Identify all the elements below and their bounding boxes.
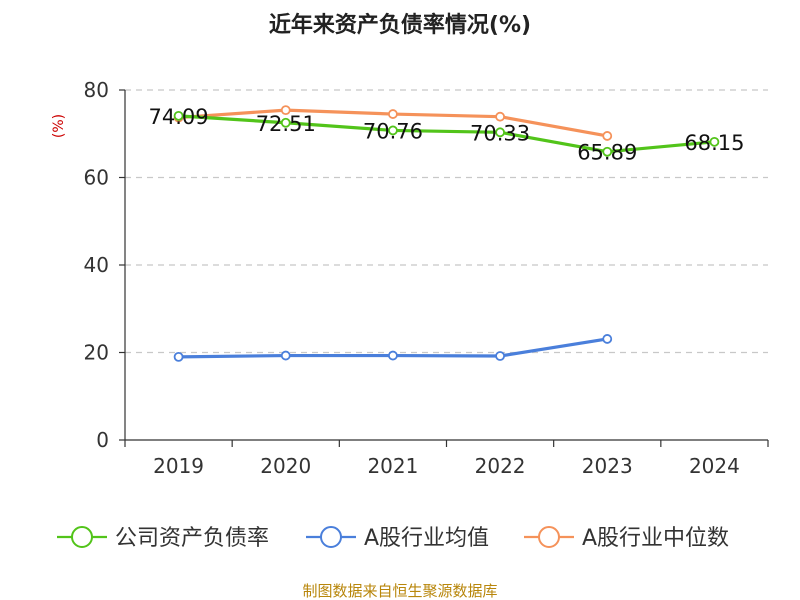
data-label: 72.51 [256, 112, 316, 136]
x-tick-label: 2024 [689, 454, 740, 478]
data-point [602, 146, 613, 157]
data-point [388, 350, 398, 361]
y-tick-label: 20 [84, 341, 109, 365]
x-tick-label: 2019 [153, 454, 204, 478]
series-line [176, 114, 717, 154]
x-tick-label: 2022 [475, 454, 526, 478]
data-point [173, 351, 184, 362]
data-point [602, 334, 613, 344]
data-point [709, 136, 720, 147]
x-tick-label: 2023 [582, 454, 633, 478]
series-lines [173, 105, 720, 362]
data-point [602, 131, 613, 141]
source-note: 制图数据来自恒生聚源数据库 [302, 582, 497, 600]
y-tick-label: 40 [84, 253, 109, 277]
legend-marker [71, 526, 93, 548]
data-point [388, 125, 398, 136]
chart-title: 近年来资产负债率情况(%) [269, 12, 531, 38]
data-point [280, 117, 291, 128]
legend: 公司资产负债率 A股行业均值 A股行业中位数 [57, 526, 729, 551]
x-tick-label: 2020 [260, 454, 311, 478]
data-label: 70.33 [470, 121, 530, 145]
axes: 0 20 40 60 80 2019 2020 2021 2022 2023 2024 [84, 78, 769, 478]
data-label: 70.76 [363, 119, 423, 143]
data-point [495, 111, 505, 122]
y-axis-label: (%) [51, 114, 67, 138]
x-tick-label: 2021 [367, 454, 418, 478]
y-tick-label: 60 [84, 166, 109, 190]
legend-marker [538, 526, 560, 548]
data-label: 65.89 [577, 141, 637, 165]
legend-marker [320, 526, 342, 548]
data-point [280, 105, 291, 116]
legend-label: A股行业均值 [364, 526, 489, 551]
legend-label: A股行业中位数 [582, 526, 729, 551]
y-tick-label: 80 [84, 78, 109, 102]
grid-lines [125, 89, 768, 354]
legend-label: 公司资产负债率 [115, 526, 269, 551]
data-label: 74.09 [149, 105, 209, 129]
y-tick-label: 0 [96, 428, 109, 452]
data-point [495, 351, 505, 361]
data-point [280, 350, 291, 361]
data-labels: 74.09 72.51 70.76 70.33 65.89 68.15 [149, 105, 745, 165]
data-point [495, 127, 505, 138]
data-point [173, 110, 184, 121]
data-point [388, 109, 398, 119]
data-label: 68.15 [684, 131, 744, 155]
